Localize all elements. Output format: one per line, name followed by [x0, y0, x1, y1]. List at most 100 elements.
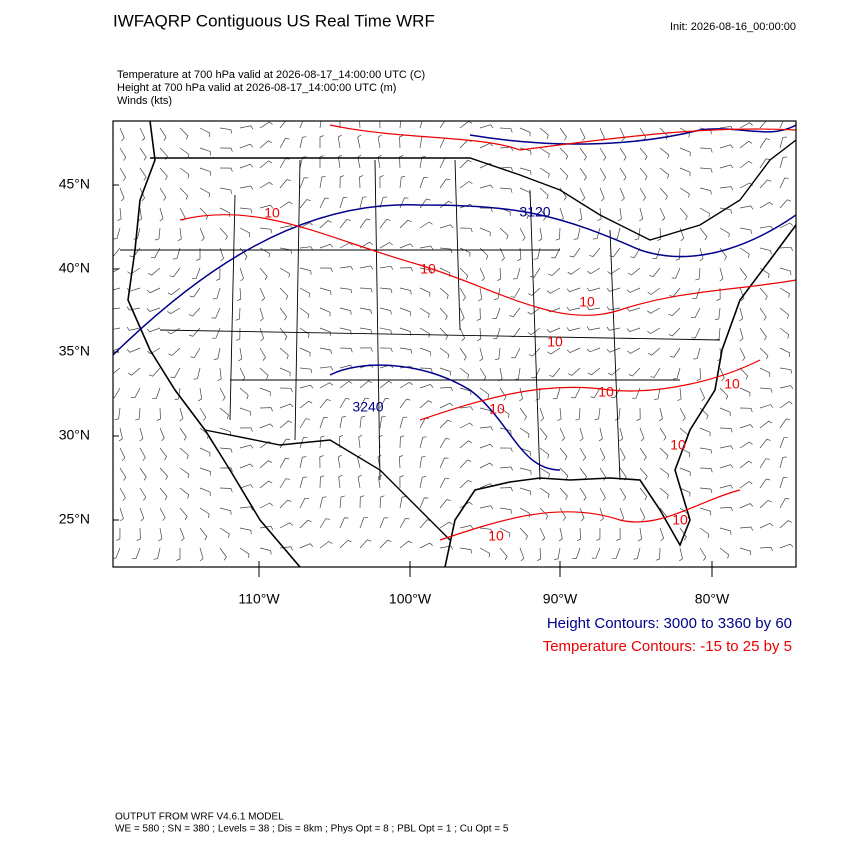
wind-barb [193, 367, 201, 380]
wind-barb [114, 407, 121, 421]
wind-barb [607, 267, 621, 275]
wind-barb [559, 487, 568, 500]
wind-barb [419, 367, 433, 373]
wind-barb [493, 287, 501, 300]
field-line: Temperature at 700 hPa valid at 2026-08-… [117, 69, 425, 81]
lat-label: 45°N [59, 176, 90, 192]
wind-barb [566, 327, 581, 332]
wind-barb [479, 426, 494, 431]
wind-barb [558, 527, 563, 542]
wind-barb [379, 495, 385, 509]
wind-barb [759, 327, 767, 341]
wind-barb [626, 287, 641, 293]
wind-barb [419, 156, 426, 169]
wind-barb [739, 247, 750, 258]
lat-label: 35°N [59, 343, 90, 359]
wind-barb [439, 307, 448, 320]
wind-barb [211, 307, 221, 319]
wind-barb [399, 435, 405, 449]
wind-barb [158, 527, 163, 542]
wind-barb [559, 427, 566, 442]
wind-barb [719, 547, 730, 559]
wind-barb [299, 436, 308, 449]
wind-barb [126, 347, 141, 353]
wind-barb [668, 327, 681, 337]
wind-barb [759, 287, 768, 300]
wind-barb [739, 547, 752, 556]
wind-barb [119, 507, 124, 522]
wind-barb [419, 497, 429, 509]
wind-barbs [113, 121, 794, 562]
wind-barb [419, 400, 432, 409]
wind-barb [679, 127, 690, 138]
legend-height: Height Contours: 3000 to 3360 by 60 [547, 615, 792, 632]
wind-barb [459, 406, 474, 411]
wind-barb [699, 167, 713, 173]
wind-barb [639, 467, 648, 480]
wind-barb [530, 267, 541, 278]
contour-label: 10 [264, 205, 280, 221]
wind-barb [136, 527, 141, 541]
wind-barb [179, 187, 189, 200]
wind-barb [779, 385, 794, 390]
wind-barb [170, 367, 181, 378]
wind-barb [279, 138, 290, 149]
wind-barb [636, 407, 641, 421]
wind-barb [399, 121, 402, 129]
wind-barb [319, 307, 331, 317]
wind-barb [133, 227, 141, 240]
wind-barb [419, 221, 433, 229]
wind-barb [499, 527, 511, 538]
wind-barb [559, 127, 567, 141]
wind-barb [235, 307, 241, 321]
wind-barb [719, 207, 732, 214]
wind-barb [479, 527, 493, 534]
wind-barb [439, 477, 450, 489]
wind-barb [279, 458, 290, 469]
wind-barb [139, 127, 146, 142]
wind-barb [779, 121, 784, 129]
wind-barb [239, 527, 252, 535]
wind-barb [419, 287, 431, 297]
wind-barb [739, 227, 752, 234]
wind-barb [439, 545, 454, 550]
wind-barb [279, 403, 294, 409]
wind-barb [196, 248, 201, 261]
wind-barb [339, 380, 353, 389]
init-time: Init: 2026-08-16_00:00:00 [670, 21, 796, 33]
wind-barb [692, 287, 701, 299]
wind-barb [759, 404, 774, 409]
wind-barb [655, 547, 661, 561]
wind-barb [599, 447, 606, 462]
wind-barb [677, 387, 682, 402]
wind-barb [179, 167, 190, 179]
wind-barb [358, 434, 363, 449]
wind-barb [739, 441, 753, 449]
wind-barb [626, 307, 641, 312]
wind-barb [739, 526, 754, 531]
wind-barb [137, 207, 142, 222]
wind-barb [169, 267, 181, 278]
state-lines [120, 159, 721, 481]
wind-barb [586, 347, 601, 353]
wind-barb [459, 367, 470, 379]
wind-barb [279, 387, 293, 393]
wind-barb [499, 487, 513, 492]
contour-label: 10 [547, 334, 563, 350]
wind-barb [179, 467, 190, 479]
wind-barb [130, 387, 141, 399]
wind-barb [379, 347, 393, 353]
wind-barb [379, 265, 394, 270]
wind-barb [546, 287, 561, 294]
wind-barb [359, 347, 373, 352]
wind-barb [319, 267, 333, 272]
wind-barb [146, 327, 161, 333]
wind-barb [759, 158, 770, 169]
wind-barb [359, 397, 370, 409]
wind-barb [179, 427, 187, 441]
wind-barb [626, 327, 641, 333]
wind-barb [113, 267, 121, 273]
wind-barb [357, 474, 362, 489]
wind-barb [479, 184, 494, 189]
